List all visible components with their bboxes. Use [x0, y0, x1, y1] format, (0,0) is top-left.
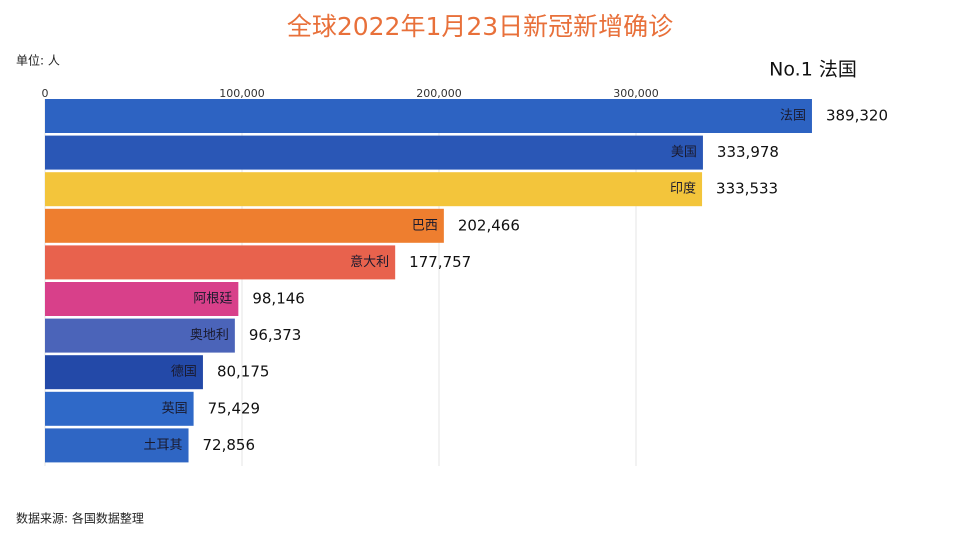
value-label: 72,856	[203, 436, 256, 454]
value-label: 75,429	[208, 399, 261, 417]
bar	[45, 135, 703, 170]
source: 数据来源: 各国数据整理	[16, 511, 144, 526]
value-label: 333,533	[716, 180, 778, 198]
bar	[45, 391, 194, 426]
value-label: 98,146	[252, 290, 305, 308]
bar	[45, 99, 812, 133]
x-tick-label: 300,000	[613, 87, 659, 100]
bar	[45, 318, 235, 353]
bar-category-label: 美国	[671, 145, 697, 160]
value-label: 80,175	[217, 363, 270, 381]
value-label: 202,466	[458, 216, 520, 234]
bar-category-label: 奥地利	[190, 328, 229, 343]
x-tick-label: 200,000	[416, 87, 462, 100]
x-tick-label: 100,000	[219, 87, 265, 100]
bar-category-label: 英国	[162, 401, 188, 416]
x-tick-label: 0	[42, 87, 49, 100]
bar	[45, 245, 396, 280]
leader-label: No.1 法国	[769, 59, 857, 81]
value-label: 389,320	[826, 107, 888, 125]
bar-category-label: 法国	[780, 109, 806, 124]
bar	[45, 355, 203, 390]
value-label: 177,757	[409, 253, 471, 271]
bar-category-label: 印度	[670, 181, 696, 197]
bar-category-label: 土耳其	[144, 438, 183, 453]
unit-label: 单位: 人	[16, 53, 60, 68]
chart-title: 全球2022年1月23日新冠新增确诊	[287, 12, 673, 41]
bar-category-label: 巴西	[412, 218, 438, 233]
value-label: 333,978	[717, 143, 779, 161]
bar-category-label: 德国	[171, 365, 197, 380]
bar	[45, 208, 444, 243]
bar	[45, 172, 703, 207]
bar-category-label: 阿根廷	[193, 292, 232, 307]
bar	[45, 282, 239, 316]
bar-category-label: 意大利	[350, 254, 389, 270]
bar	[45, 428, 189, 463]
value-label: 96,373	[249, 326, 301, 344]
